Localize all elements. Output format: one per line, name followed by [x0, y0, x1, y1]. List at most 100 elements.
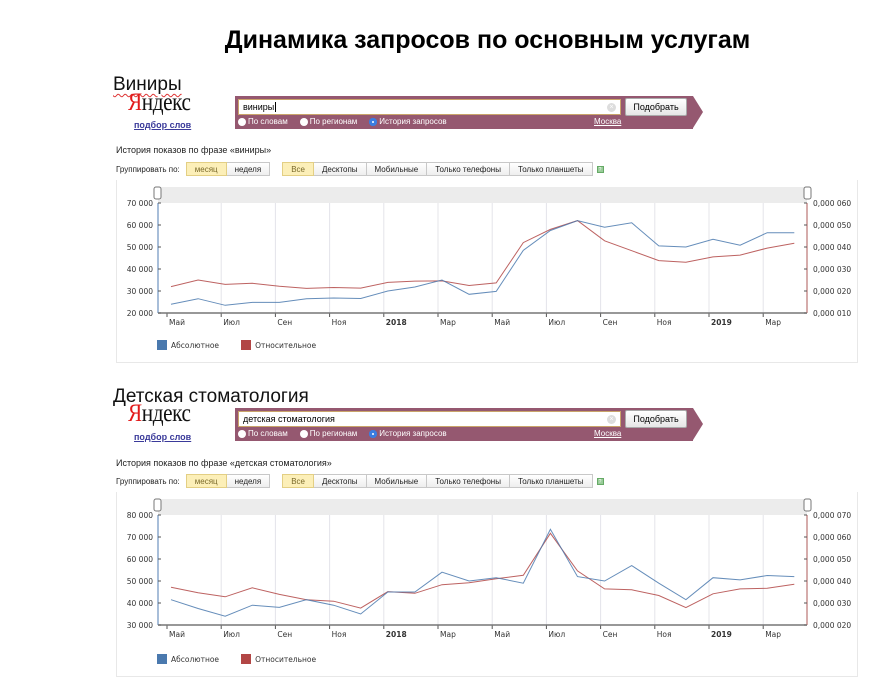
help-icon[interactable]: ?	[596, 165, 604, 173]
group-by-label: Группировать по:	[116, 164, 180, 174]
y-right-tick-label: 0,000 070	[813, 511, 851, 520]
line-chart: Май Июл Сен Ноя 2018 Мар Май Июл Сен Ноя 2019 Мар 30…	[127, 498, 851, 639]
legend-absolute[interactable]: Абсолютное	[157, 654, 219, 664]
legend-swatch	[241, 340, 252, 350]
legend-absolute[interactable]: Абсолютное	[157, 340, 219, 350]
radio-history[interactable]: История запросов	[369, 429, 447, 438]
mode-radio-group: По словам По регионам История запросов	[238, 429, 447, 438]
x-tick-label: Июл	[223, 630, 240, 639]
radio-by-words[interactable]: По словам	[238, 117, 288, 126]
yandex-logo[interactable]: Яндекс	[128, 400, 191, 428]
y-left-tick-label: 40 000	[127, 599, 153, 608]
legend-swatch	[157, 340, 167, 350]
range-handle-left[interactable]	[153, 186, 162, 200]
range-handle-right[interactable]	[803, 186, 812, 200]
search-button[interactable]: Подобрать	[625, 98, 687, 116]
device-phones-button[interactable]: Только телефоны	[427, 162, 510, 176]
radio-by-regions[interactable]: По регионам	[299, 117, 358, 126]
radio-by-words[interactable]: По словам	[238, 429, 288, 438]
search-input[interactable]: виниры ×	[238, 99, 621, 115]
chart-legend: Абсолютное Относительное	[157, 340, 316, 350]
range-navigator[interactable]	[158, 187, 807, 203]
region-link[interactable]: Москва	[594, 117, 622, 126]
y-left-tick-label: 40 000	[127, 265, 153, 274]
x-tick-label: 2019	[711, 630, 732, 639]
section-label: Виниры	[113, 74, 182, 95]
podbor-slov-link[interactable]: подбор слов	[134, 120, 192, 130]
y-right-tick-label: 0,000 060	[813, 199, 851, 208]
line-chart: Май Июл Сен Ноя 2018 Мар Май Июл Сен Ноя 2019 Мар 20…	[127, 186, 851, 327]
filter-row: Группировать по: месяц неделя Все Дескто…	[116, 162, 604, 176]
clear-icon[interactable]: ×	[607, 103, 616, 112]
y-right-tick-label: 0,000 010	[813, 309, 851, 318]
x-tick-label: Июл	[548, 630, 565, 639]
x-tick-label: Ноя	[332, 318, 347, 327]
x-tick-label: Июл	[548, 318, 565, 327]
radio-icon	[299, 429, 308, 438]
device-mobile-button[interactable]: Мобильные	[366, 162, 428, 176]
radio-label: История запросов	[379, 117, 447, 126]
radio-label: По словам	[248, 117, 288, 126]
x-tick-label: Мар	[765, 630, 781, 639]
device-mobile-button[interactable]: Мобильные	[366, 474, 428, 488]
search-bar: детская стоматология × Подобрать По слова…	[235, 408, 703, 441]
section-label: Детская стоматология	[113, 386, 309, 407]
radio-icon	[238, 429, 246, 438]
y-right-tick-label: 0,000 030	[813, 599, 851, 608]
x-tick-label: Ноя	[657, 630, 672, 639]
x-tick-label: Май	[494, 630, 510, 639]
y-right-tick-label: 0,000 030	[813, 265, 851, 274]
filter-row: Группировать по: месяц неделя Все Дескто…	[116, 474, 604, 488]
y-right-tick-label: 0,000 050	[813, 555, 851, 564]
podbor-slov-link[interactable]: подбор слов	[134, 432, 192, 442]
range-navigator[interactable]	[158, 499, 807, 515]
y-right-tick-label: 0,000 040	[813, 577, 851, 586]
x-tick-label: 2019	[711, 318, 732, 327]
group-week-button[interactable]: неделя	[226, 474, 271, 488]
clear-icon[interactable]: ×	[607, 415, 616, 424]
device-tablets-button[interactable]: Только планшеты	[509, 162, 593, 176]
radio-by-regions[interactable]: По регионам	[299, 429, 357, 438]
x-tick-label: Май	[169, 318, 185, 327]
series-line-absolute	[170, 220, 795, 306]
radio-label: История запросов	[379, 429, 447, 438]
range-handle-left[interactable]	[153, 498, 162, 512]
x-tick-label: Сен	[603, 318, 618, 327]
legend-relative[interactable]: Относительное	[241, 340, 316, 350]
device-desktop-button[interactable]: Десктопы	[313, 474, 367, 488]
legend-label: Относительное	[255, 654, 317, 664]
group-week-button[interactable]: неделя	[226, 162, 271, 176]
legend-relative[interactable]: Относительное	[241, 654, 316, 664]
legend-swatch	[157, 654, 167, 664]
legend-label: Относительное	[255, 340, 317, 350]
y-right-tick-label: 0,000 040	[813, 243, 851, 252]
radio-label: По регионам	[309, 117, 358, 126]
device-all-button[interactable]: Все	[282, 162, 314, 176]
search-input[interactable]: детская стоматология ×	[238, 411, 621, 427]
region-link[interactable]: Москва	[594, 429, 622, 438]
yandex-logo[interactable]: Яндекс	[128, 89, 191, 117]
device-all-button[interactable]: Все	[282, 474, 314, 488]
group-month-button[interactable]: месяц	[185, 162, 227, 176]
page-title: Динамика запросов по основным услугам	[224, 26, 751, 54]
device-desktop-button[interactable]: Десктопы	[313, 162, 367, 176]
help-icon[interactable]: ?	[596, 477, 604, 485]
y-left-tick-label: 30 000	[127, 287, 153, 296]
group-by-toggle: месяц неделя	[185, 474, 271, 488]
x-tick-label: Сен	[603, 630, 618, 639]
device-tablets-button[interactable]: Только планшеты	[509, 474, 593, 488]
search-button[interactable]: Подобрать	[625, 410, 687, 428]
mode-radio-group: По словам По регионам История запросов	[238, 117, 447, 126]
x-tick-label: Мар	[440, 318, 456, 327]
y-left-tick-label: 80 000	[127, 511, 153, 520]
device-toggle: Все Десктопы Мобильные Только телефоны Т…	[282, 474, 593, 488]
device-toggle: Все Десктопы Мобильные Только телефоны Т…	[282, 162, 593, 176]
group-by-toggle: месяц неделя	[185, 162, 271, 176]
chart-container: Май Июл Сен Ноя 2018 Мар Май Июл Сен Ноя 2019 Мар 20…	[116, 180, 858, 363]
radio-icon	[299, 117, 308, 126]
group-month-button[interactable]: месяц	[185, 474, 227, 488]
y-left-tick-label: 70 000	[127, 533, 153, 542]
range-handle-right[interactable]	[803, 498, 812, 512]
device-phones-button[interactable]: Только телефоны	[427, 474, 510, 488]
radio-history[interactable]: История запросов	[369, 117, 447, 126]
